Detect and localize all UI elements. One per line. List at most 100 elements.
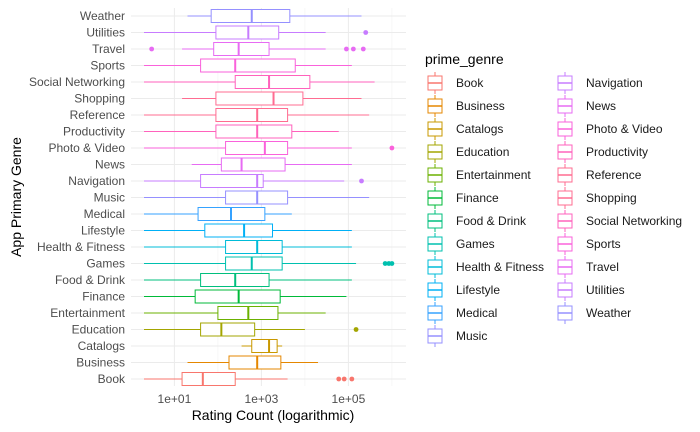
box-catalogs xyxy=(241,339,283,353)
box-iqr xyxy=(228,355,282,370)
y-tick-label: Entertainment xyxy=(50,306,125,320)
legend-item: Entertainment xyxy=(427,164,531,186)
legend-label: Games xyxy=(456,237,495,251)
legend-item: Navigation xyxy=(557,72,643,94)
legend-label: Food & Drink xyxy=(456,214,527,228)
legend: Book Business Catalogs Education Entertainme… xyxy=(427,72,682,347)
box-iqr xyxy=(225,141,289,155)
outlier-point xyxy=(389,145,395,151)
box-medical xyxy=(144,207,292,221)
legend-label: Finance xyxy=(456,191,499,205)
box-entertainment xyxy=(144,306,326,320)
legend-label: Book xyxy=(456,76,484,90)
outlier-point xyxy=(360,46,366,52)
y-tick-label: News xyxy=(95,158,125,172)
box-iqr xyxy=(225,256,283,271)
legend-item: Book xyxy=(427,72,484,94)
outlier-point xyxy=(341,376,347,382)
legend-item: News xyxy=(557,95,616,117)
legend-label: Sports xyxy=(586,237,621,251)
box-travel xyxy=(149,42,366,56)
legend-label: Business xyxy=(456,99,505,113)
legend-item: Social Networking xyxy=(557,210,682,232)
legend-item: Travel xyxy=(557,256,619,278)
y-tick-label: Productivity xyxy=(63,125,125,139)
box-iqr xyxy=(225,240,283,254)
box-social-networking xyxy=(144,75,375,89)
box-business xyxy=(187,355,318,370)
legend-item: Photo & Video xyxy=(557,118,663,140)
y-tick-label: Shopping xyxy=(74,92,125,106)
box-iqr xyxy=(215,124,293,139)
y-tick-label: Finance xyxy=(82,290,125,304)
box-sports xyxy=(144,58,352,73)
box-education xyxy=(144,322,359,337)
legend-label: Utilities xyxy=(586,283,625,297)
y-tick-labels: Book Business Catalogs Education Entertainme… xyxy=(29,9,126,386)
legend-label: Productivity xyxy=(586,145,648,159)
box-iqr xyxy=(220,157,286,172)
outlier-point xyxy=(382,261,388,266)
box-weather xyxy=(187,9,362,23)
y-tick-label: Lifestyle xyxy=(81,224,125,238)
y-tick-label: Navigation xyxy=(68,174,125,188)
legend-label: Social Networking xyxy=(586,214,682,228)
box-iqr xyxy=(200,322,256,337)
legend-item: Reference xyxy=(557,164,642,186)
legend-item: Education xyxy=(427,141,509,163)
legend-item: Finance xyxy=(427,187,499,209)
box-iqr xyxy=(215,91,304,106)
outlier-point xyxy=(344,46,349,52)
box-reference xyxy=(144,108,370,122)
legend-item: Catalogs xyxy=(427,118,503,140)
boxes xyxy=(144,9,395,386)
x-axis-title: Rating Count (logarithmic) xyxy=(192,407,355,423)
box-iqr xyxy=(204,223,274,238)
box-lifestyle xyxy=(144,223,352,238)
y-tick-label: Sports xyxy=(90,59,125,73)
box-iqr xyxy=(200,58,296,73)
outlier-point xyxy=(336,376,342,382)
y-tick-label: Health & Fitness xyxy=(37,240,125,254)
legend-label: Weather xyxy=(586,306,631,320)
box-iqr xyxy=(215,108,289,122)
legend-label: Music xyxy=(456,329,487,343)
legend-item: Shopping xyxy=(557,187,637,209)
legend-item: Weather xyxy=(557,302,631,324)
legend-item: Utilities xyxy=(557,279,625,301)
box-news xyxy=(191,157,352,172)
legend-label: Catalogs xyxy=(456,122,503,136)
legend-label: Reference xyxy=(586,168,642,182)
y-axis-title: App Primary Genre xyxy=(8,137,24,257)
box-music xyxy=(144,190,370,205)
box-health-fitness xyxy=(144,240,352,254)
legend-item: Lifestyle xyxy=(427,279,500,301)
y-tick-label: Games xyxy=(86,257,125,271)
outlier-point xyxy=(349,376,355,382)
legend-label: Lifestyle xyxy=(456,283,500,297)
legend-label: Navigation xyxy=(586,76,643,90)
legend-title: prime_genre xyxy=(425,51,504,67)
legend-label: Entertainment xyxy=(456,168,531,182)
box-iqr xyxy=(213,42,270,56)
legend-label: Photo & Video xyxy=(586,122,663,136)
legend-label: Travel xyxy=(586,260,619,274)
box-iqr xyxy=(181,372,236,386)
legend-label: Medical xyxy=(456,306,497,320)
x-tick-label: 1e+01 xyxy=(158,392,192,406)
y-tick-label: Utilities xyxy=(86,26,125,40)
outlier-point xyxy=(363,30,369,35)
legend-item: Business xyxy=(427,95,505,117)
y-tick-label: Education xyxy=(72,323,125,337)
legend-item: Medical xyxy=(427,302,497,324)
box-book xyxy=(144,372,355,386)
y-tick-label: Reference xyxy=(70,108,126,122)
legend-item: Health & Fitness xyxy=(427,256,544,278)
y-tick-label: Social Networking xyxy=(29,75,125,89)
y-tick-label: Travel xyxy=(92,42,125,56)
y-tick-label: Medical xyxy=(84,207,125,221)
legend-label: Shopping xyxy=(586,191,637,205)
legend-item: Productivity xyxy=(557,141,648,163)
legend-label: Education xyxy=(456,145,509,159)
